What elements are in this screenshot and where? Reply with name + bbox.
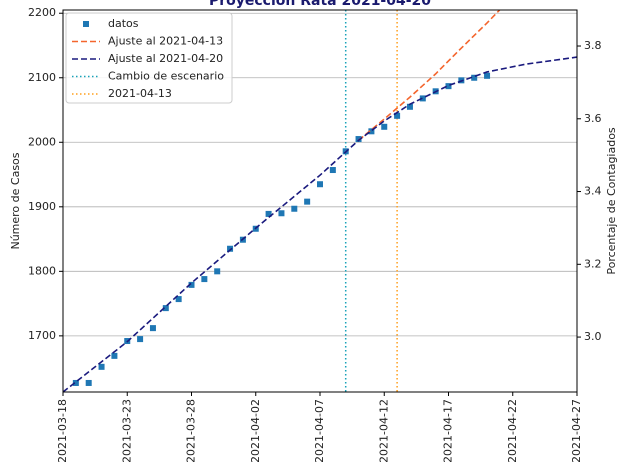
data-point	[111, 352, 118, 359]
data-point	[394, 112, 401, 119]
y2-axis-label: Porcentaje de Contagiados	[605, 127, 618, 275]
data-point	[175, 296, 182, 303]
x-tick-label: 2021-03-18	[56, 399, 69, 462]
chart-title: Proyección Rata 2021-04-20	[209, 0, 431, 9]
x-tick-label: 2021-04-22	[506, 399, 519, 462]
data-point	[72, 379, 79, 386]
x-tick-label: 2021-04-02	[249, 399, 262, 462]
y-tick-label: 1700	[28, 329, 56, 342]
y2-tick-label: 3.0	[584, 330, 602, 343]
fit-line	[63, 56, 577, 392]
y2-tick-label: 3.2	[584, 257, 602, 270]
data-point	[419, 95, 426, 102]
data-point	[381, 123, 388, 130]
y-tick-label: 2000	[28, 135, 56, 148]
data-point	[201, 276, 208, 283]
legend: datos Ajuste al 2021-04-13 Ajuste al 2021-…	[65, 12, 233, 104]
legend-label: Ajuste al 2021-04-13	[108, 35, 223, 48]
data-point	[304, 198, 311, 205]
data-point	[149, 325, 156, 332]
y2-tick-label: 3.4	[584, 185, 602, 198]
data-point	[98, 363, 105, 370]
data-point	[85, 379, 92, 386]
data-point	[188, 281, 195, 288]
data-point	[278, 210, 285, 217]
data-point	[471, 74, 478, 81]
x-tick-label: 2021-04-27	[570, 399, 583, 462]
x-tick-label: 2021-03-28	[185, 399, 198, 462]
data-point	[291, 205, 298, 212]
data-point	[317, 181, 323, 188]
legend-marker	[83, 21, 89, 27]
y2-tick-label: 3.8	[584, 39, 602, 52]
y-axis-label: Número de Casos	[9, 152, 22, 249]
data-point	[265, 210, 272, 217]
x-tick-label: 2021-04-17	[442, 399, 455, 462]
y-tick-label: 1900	[28, 200, 56, 213]
x-tick-label: 2021-04-12	[377, 399, 390, 462]
legend-label: datos	[108, 17, 139, 30]
data-point	[162, 305, 169, 312]
x-tick-label: 2021-03-23	[120, 399, 133, 462]
y-tick-label: 1800	[28, 264, 56, 277]
legend-label: Cambio de escenario	[108, 70, 224, 83]
y-tick-label: 2100	[28, 71, 56, 84]
data-point	[406, 103, 413, 110]
y-tick-label: 2200	[28, 6, 56, 19]
y2-tick-label: 3.6	[584, 112, 602, 125]
x-tick-label: 2021-04-07	[313, 399, 326, 462]
data-point	[484, 72, 491, 79]
data-point	[214, 268, 221, 275]
data-point	[368, 128, 375, 135]
data-point	[445, 83, 452, 90]
data-point	[137, 336, 144, 343]
legend-label: 2021-04-13	[108, 87, 172, 100]
legend-box	[65, 12, 233, 104]
data-point	[355, 136, 362, 143]
legend-label: Ajuste al 2021-04-20	[108, 52, 223, 65]
fit-line	[358, 10, 501, 141]
data-point	[227, 245, 234, 252]
data-point	[329, 167, 336, 174]
